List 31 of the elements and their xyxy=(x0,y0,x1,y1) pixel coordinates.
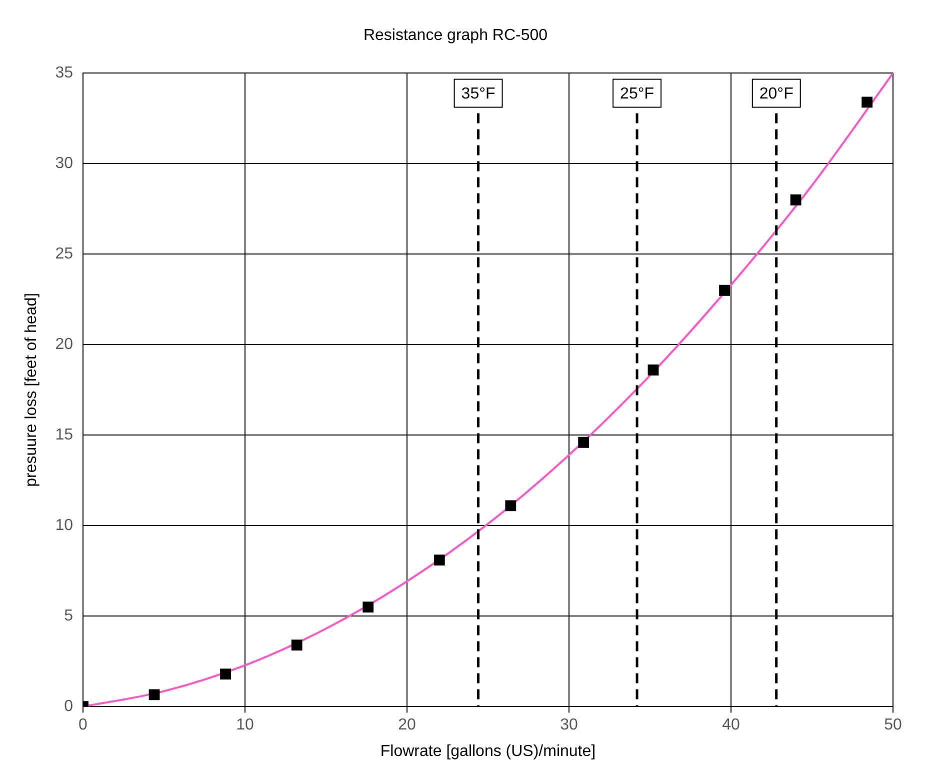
x-tick-label: 40 xyxy=(722,716,740,734)
point xyxy=(220,668,232,680)
x-tick-label: 50 xyxy=(884,716,902,734)
point xyxy=(790,194,802,206)
y-tick-label: 5 xyxy=(64,608,74,625)
point xyxy=(505,500,516,512)
chart-title: Resistance graph RC-500 xyxy=(363,27,548,44)
y-axis-title: presuure loss [feet of head] xyxy=(23,292,40,487)
x-axis-title: Flowrate [gallons (US)/minute] xyxy=(380,742,596,760)
x-tick-label: 10 xyxy=(236,716,254,734)
y-tick-label: 0 xyxy=(64,698,74,716)
x-tick-label: 30 xyxy=(560,716,578,734)
y-tick-label: 35 xyxy=(55,64,74,82)
ref-line-label: 25°F xyxy=(620,86,654,103)
x-tick-label: 20 xyxy=(398,716,416,734)
point xyxy=(719,284,730,296)
ref-line-label: 20°F xyxy=(759,86,794,103)
y-tick-label: 30 xyxy=(55,155,74,172)
point xyxy=(862,96,873,108)
point xyxy=(648,364,659,376)
ref-line-label: 35°F xyxy=(461,86,496,103)
point xyxy=(291,640,302,651)
y-tick-label: 20 xyxy=(55,336,74,354)
point xyxy=(362,602,374,613)
point xyxy=(148,689,160,700)
y-tick-label: 15 xyxy=(55,426,74,444)
x-tick-label: 0 xyxy=(78,716,88,734)
y-tick-label: 10 xyxy=(55,517,74,534)
point xyxy=(434,554,445,566)
y-tick-label: 25 xyxy=(55,246,74,263)
point xyxy=(578,436,590,448)
